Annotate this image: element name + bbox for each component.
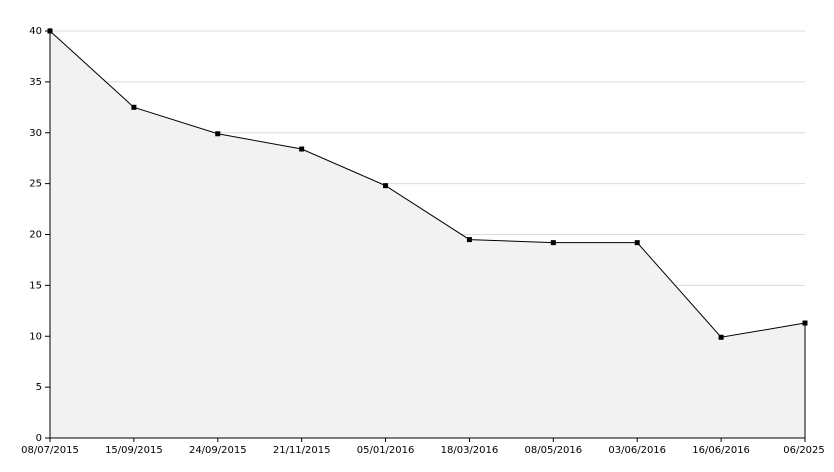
point [802,320,808,326]
y-tick-label: 0 [36,433,42,444]
line [49,30,806,338]
x-tick-label: 16/06/2016 [692,445,750,456]
x-tick-label: 08/07/2015 [21,445,79,456]
x-tick-label: 21/11/2015 [273,445,331,456]
area [50,31,805,438]
point [550,240,556,246]
point [299,146,305,152]
point [383,183,389,189]
point [718,334,724,340]
x-tick-label: 05/01/2016 [357,445,415,456]
x-tick-label: 15/09/2015 [105,445,163,456]
point [466,237,472,243]
point [215,131,221,137]
x-tick-label: 24/09/2015 [189,445,247,456]
x-tick-label: 03/06/2016 [608,445,666,456]
y-tick-label: 30 [29,128,42,139]
y-tick-label: 15 [29,280,42,291]
y-tick-label: 10 [29,331,42,342]
y-tick-label: 35 [29,77,42,88]
x-tick-label: 18/03/2016 [441,445,499,456]
y-tick-label: 40 [29,26,42,37]
y-tick-label: 5 [36,382,42,393]
y-tick-label: 20 [29,230,42,241]
x-tick-label: 06/2025 [783,445,825,456]
y-tick-label: 25 [29,179,42,190]
x-tick-label: 08/05/2016 [525,445,583,456]
point [131,104,137,110]
point [634,240,640,246]
